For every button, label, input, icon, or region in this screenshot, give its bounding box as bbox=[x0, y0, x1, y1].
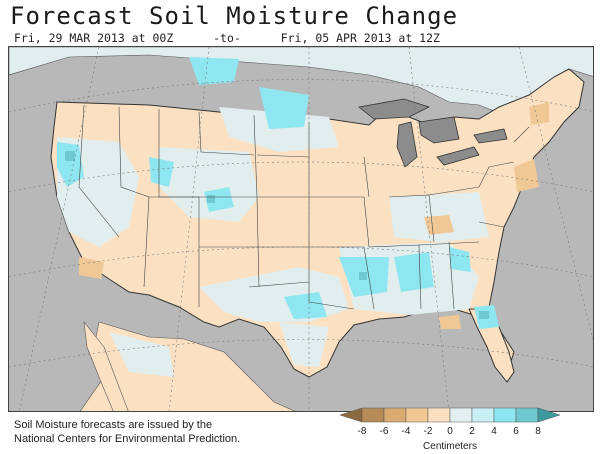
legend-swatch bbox=[471, 407, 495, 423]
legend-swatches bbox=[339, 407, 561, 423]
page-title: Forecast Soil Moisture Change bbox=[10, 2, 459, 30]
map-canvas bbox=[9, 47, 593, 411]
legend-swatch bbox=[405, 407, 429, 423]
legend-tick-label: 4 bbox=[491, 426, 497, 437]
soil-moisture-map bbox=[8, 46, 594, 412]
canada-region bbox=[9, 47, 593, 118]
legend-swatch bbox=[427, 407, 451, 423]
legend-tick-label: -2 bbox=[424, 426, 433, 437]
legend-unit-label: Centimeters bbox=[423, 441, 477, 452]
legend-tick-label: -4 bbox=[402, 426, 411, 437]
legend-tick-label: 6 bbox=[513, 426, 519, 437]
legend-swatch bbox=[537, 407, 561, 423]
legend-canvas: -8 -6 -4 -2 0 2 4 6 8 Centimeters bbox=[339, 407, 561, 452]
legend-swatch bbox=[361, 407, 385, 423]
forecast-period: Fri, 29 MAR 2013 at 00Z -to- Fri, 05 APR… bbox=[14, 31, 440, 45]
period-separator: -to- bbox=[213, 31, 241, 45]
legend-tick-label: 2 bbox=[469, 426, 475, 437]
legend-swatch bbox=[449, 407, 473, 423]
legend-swatch bbox=[339, 407, 363, 423]
color-legend: -8 -6 -4 -2 0 2 4 6 8 Centimeters bbox=[330, 404, 570, 452]
footnote: Soil Moisture forecasts are issued by th… bbox=[14, 418, 314, 446]
legend-swatch bbox=[493, 407, 517, 423]
legend-ticks: -8 -6 -4 -2 0 2 4 6 8 bbox=[358, 426, 542, 437]
legend-tick-label: 8 bbox=[535, 426, 541, 437]
graticule bbox=[9, 47, 593, 411]
legend-swatch bbox=[383, 407, 407, 423]
great-lakes bbox=[358, 98, 508, 168]
legend-tick-label: -8 bbox=[358, 426, 367, 437]
legend-tick-label: -6 bbox=[380, 426, 389, 437]
period-end: Fri, 05 APR 2013 at 12Z bbox=[280, 31, 440, 45]
legend-swatch bbox=[515, 407, 539, 423]
legend-tick-label: 0 bbox=[447, 426, 453, 437]
period-start: Fri, 29 MAR 2013 at 00Z bbox=[14, 31, 174, 45]
strong-wet-zones bbox=[65, 151, 489, 319]
footnote-line-1: Soil Moisture forecasts are issued by th… bbox=[14, 419, 213, 431]
footnote-line-2: National Centers for Environmental Predi… bbox=[14, 433, 241, 445]
baja-region bbox=[83, 320, 129, 411]
